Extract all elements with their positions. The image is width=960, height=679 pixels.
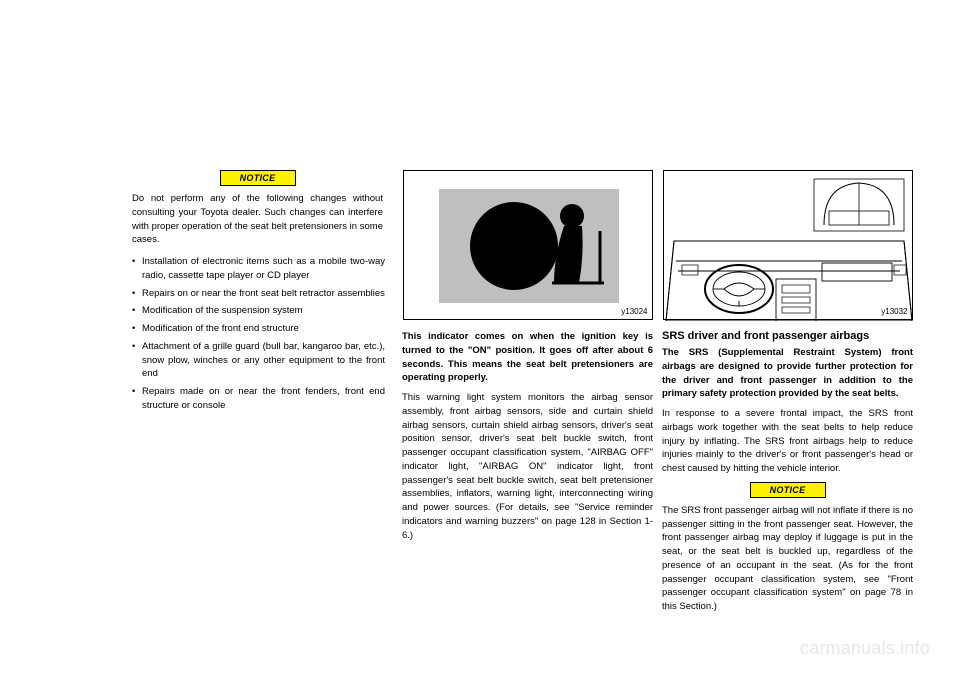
image-id-col2: y13024 — [621, 307, 647, 316]
watermark-brand: carmanuals.info — [800, 638, 930, 659]
notice-text-col1: Do not perform any of the following chan… — [130, 192, 385, 255]
list-item-text: Modification of the suspension system — [142, 304, 385, 318]
list-item: •Repairs made on or near the front fende… — [132, 385, 385, 413]
bullet-dot-icon: • — [132, 255, 142, 283]
bullet-dot-icon: • — [132, 385, 142, 413]
list-item: •Modification of the front end structure — [132, 322, 385, 336]
col3-para2: In response to a severe frontal impact, … — [660, 407, 915, 476]
column-2: y13024 This indicator comes on when the … — [400, 170, 655, 548]
list-item: •Modification of the suspension system — [132, 304, 385, 318]
bullet-dot-icon: • — [132, 304, 142, 318]
section-heading: SRS driver and front passenger airbags — [660, 330, 915, 342]
list-item-text: Repairs on or near the front seat belt r… — [142, 287, 385, 301]
page: NOTICE Do not perform any of the followi… — [0, 0, 960, 679]
notice-badge-col3: NOTICE — [750, 482, 826, 498]
illustration-dashboard: y13032 — [663, 170, 913, 320]
column-1: NOTICE Do not perform any of the followi… — [130, 170, 385, 417]
bullet-dot-icon: • — [132, 287, 142, 301]
dashboard-top-view-icon — [664, 171, 914, 321]
list-item: •Repairs on or near the front seat belt … — [132, 287, 385, 301]
airbag-warning-icon — [404, 171, 654, 321]
bullet-dot-icon: • — [132, 322, 142, 336]
illustration-airbag-warning-icon: y13024 — [403, 170, 653, 320]
notice-text-col3: The SRS front passenger airbag will not … — [660, 504, 915, 622]
bullet-list-col1: •Installation of electronic items such a… — [130, 255, 385, 413]
col2-lead-text: This indicator comes on when the ignitio… — [400, 330, 655, 385]
bullet-dot-icon: • — [132, 340, 142, 381]
list-item: •Installation of electronic items such a… — [132, 255, 385, 283]
list-item-text: Modification of the front end structure — [142, 322, 385, 336]
col2-body-text: This warning light system monitors the a… — [400, 391, 655, 542]
notice-badge-col1: NOTICE — [220, 170, 296, 186]
list-item-text: Attachment of a grille guard (bull bar, … — [142, 340, 385, 381]
col3-para1: The SRS (Supplemental Restraint System) … — [660, 346, 915, 401]
column-3: y13032 SRS driver and front passenger ai… — [660, 170, 915, 622]
list-item-text: Installation of electronic items such as… — [142, 255, 385, 283]
image-id-col3: y13032 — [881, 307, 907, 316]
list-item: •Attachment of a grille guard (bull bar,… — [132, 340, 385, 381]
list-item-text: Repairs made on or near the front fender… — [142, 385, 385, 413]
